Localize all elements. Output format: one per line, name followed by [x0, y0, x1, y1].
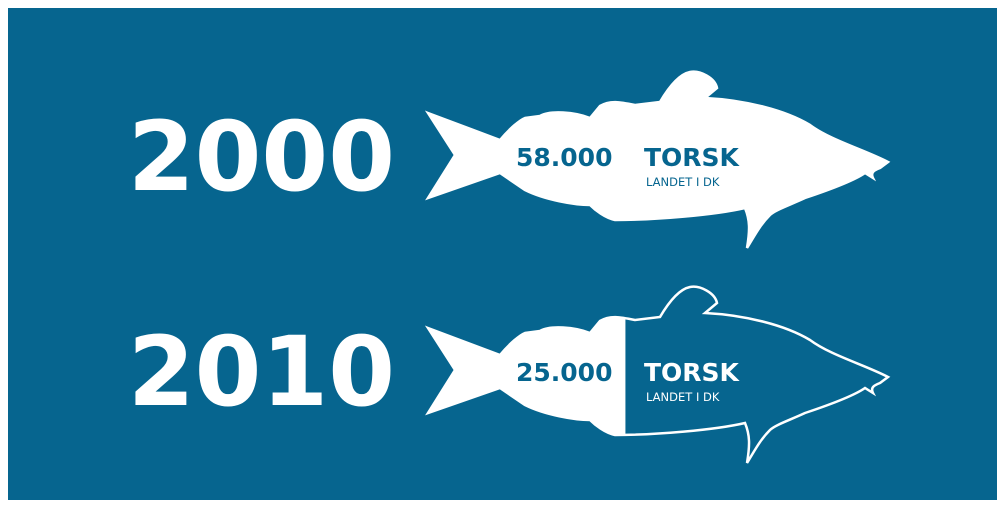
subtitle-label: LANDET I DK	[646, 390, 720, 404]
year-label: 2010	[128, 316, 395, 428]
page: {"chart_data": {"type": "pictograph", "c…	[0, 0, 1005, 509]
year-label: 2000	[128, 101, 395, 213]
unit-label: TORSK	[644, 358, 741, 387]
value-label: 25.000	[516, 358, 612, 387]
subtitle-label: LANDET I DK	[646, 175, 720, 189]
value-label: 58.000	[516, 143, 612, 172]
unit-label: TORSK	[644, 143, 741, 172]
chart: 2000 58.000 TORSK LANDET I DK 2010 25.000 TORS…	[0, 0, 1005, 509]
